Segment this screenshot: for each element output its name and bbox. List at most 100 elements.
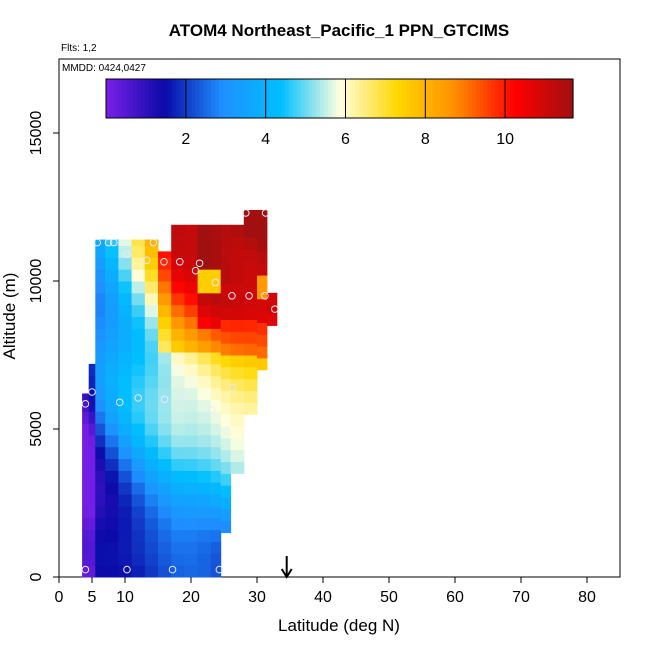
colorbar-segment	[429, 79, 434, 118]
heatmap-cell	[144, 423, 159, 436]
colorbar-segment	[393, 79, 399, 118]
heatmap-cell	[197, 411, 212, 424]
heatmap-cell	[184, 553, 199, 566]
heatmap-cell	[131, 565, 146, 578]
y-tick-label: 10000	[28, 259, 45, 304]
data-point	[142, 256, 151, 265]
heatmap-cell	[158, 399, 172, 412]
heatmap-cell	[144, 292, 159, 306]
colorbar-segment	[514, 79, 520, 118]
data-point	[149, 238, 158, 247]
colorbar-segment	[113, 79, 119, 118]
heatmap-cell	[243, 248, 258, 261]
colorbar-segment	[327, 79, 333, 118]
heatmap-cell	[82, 393, 90, 400]
heatmap-cell	[144, 517, 159, 531]
heatmap-cell	[257, 215, 268, 229]
data-point	[160, 257, 168, 266]
colorbar-segment	[339, 79, 344, 118]
colorbar-segment	[129, 79, 134, 118]
colorbar-segment	[347, 79, 352, 118]
heatmap-cell	[210, 411, 222, 424]
heatmap-cell	[105, 245, 119, 258]
colorbar-segment	[117, 79, 123, 118]
heatmap-cell	[184, 245, 199, 258]
heatmap-cell	[257, 227, 268, 241]
heatmap-cell	[210, 517, 222, 531]
colorbar-segment	[444, 79, 450, 118]
heatmap-cell	[210, 257, 222, 270]
colorbar-segment	[203, 79, 208, 118]
heatmap-cell	[197, 269, 212, 282]
heatmap-cell	[88, 470, 96, 483]
colorbar-segment	[487, 79, 492, 118]
heatmap-cell	[88, 529, 96, 542]
heatmap-cell	[105, 399, 119, 412]
heatmap-cell	[118, 399, 133, 412]
heatmap-cell	[184, 304, 199, 318]
heatmap-cell	[171, 399, 185, 412]
heatmap-cell	[210, 340, 222, 353]
colorbar-segment	[374, 79, 380, 118]
data-point	[81, 565, 90, 574]
heatmap-cell	[118, 505, 133, 519]
colorbar-segment	[366, 79, 372, 118]
colorbar-segment	[358, 79, 364, 118]
heatmap-cell	[88, 517, 96, 531]
heatmap-cell	[184, 224, 199, 235]
heatmap-cell	[257, 251, 268, 264]
colorbar-segment	[320, 79, 325, 118]
colorbar-segment	[168, 79, 173, 118]
heatmap-cell	[197, 257, 212, 270]
heatmap-cell	[105, 292, 119, 306]
heatmap-cell	[95, 257, 106, 270]
heatmap-cell	[171, 328, 185, 341]
heatmap-cell	[105, 363, 119, 377]
heatmap-cell	[95, 423, 106, 436]
colorbar-segment	[351, 79, 356, 118]
heatmap-cell	[220, 437, 232, 451]
heatmap-cell	[131, 434, 146, 448]
colorbar-segment	[242, 79, 247, 118]
colorbar-segment	[436, 79, 442, 118]
heatmap-cell	[230, 307, 245, 320]
colorbar-segment	[152, 79, 158, 118]
heatmap-cell	[88, 541, 96, 554]
heatmap-cell	[144, 245, 159, 258]
colorbar-segment	[432, 79, 438, 118]
heatmap-cell	[184, 565, 199, 578]
colorbar-segment	[292, 79, 298, 118]
heatmap-cell	[95, 482, 106, 495]
heatmap-cell	[243, 402, 258, 415]
heatmap-cell	[144, 553, 159, 566]
colorbar-segment	[323, 79, 329, 118]
heatmap-cell	[243, 272, 258, 285]
heatmap-cell	[158, 375, 172, 389]
colorbar-segment	[179, 79, 185, 118]
heatmap-cell	[105, 304, 119, 318]
heatmap-cell	[171, 434, 185, 448]
heatmap-cell	[144, 239, 159, 246]
heatmap-cell	[257, 357, 268, 371]
heatmap-cell	[82, 482, 90, 495]
heatmap-cell	[197, 224, 212, 235]
colorbar-segment	[526, 79, 531, 118]
heatmap-cell	[118, 517, 133, 531]
heatmap-cell	[118, 292, 133, 306]
heatmap-cell	[88, 446, 96, 460]
heatmap-cell	[88, 458, 96, 471]
heatmap-cell	[210, 482, 222, 495]
heatmap-cell	[184, 411, 199, 424]
colorbar-segment	[121, 79, 127, 118]
colorbar-segment	[545, 79, 551, 118]
data-point	[178, 394, 187, 402]
heatmap-cell	[230, 437, 245, 451]
heatmap-cell	[131, 281, 146, 294]
heatmap-cell	[95, 505, 106, 519]
colorbar-segment	[475, 79, 481, 118]
heatmap-cell	[88, 434, 96, 448]
heatmap-cell	[144, 458, 159, 471]
heatmap-cell	[105, 340, 119, 353]
heatmap-cell	[184, 387, 199, 400]
x-tick-label: 80	[578, 589, 596, 606]
